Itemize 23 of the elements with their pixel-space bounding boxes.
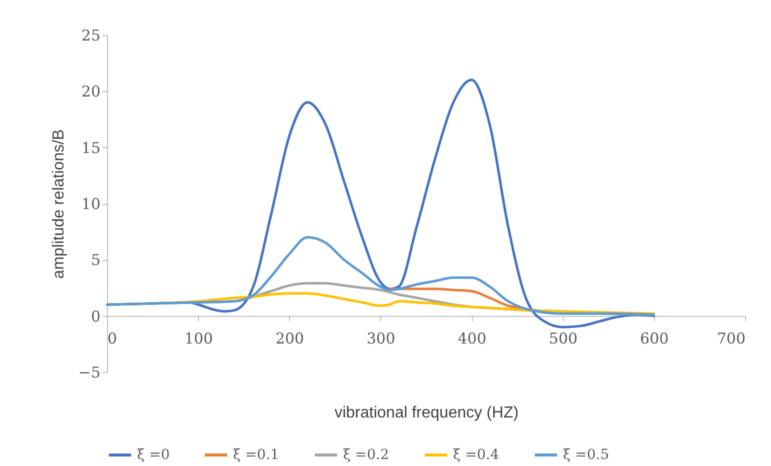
legend-label: ξ =0.1 <box>233 447 280 463</box>
y-tick-label: 10 <box>81 195 100 213</box>
y-tick-label: 15 <box>81 138 100 157</box>
line-series <box>106 236 656 316</box>
legend-label: ξ =0.5 <box>563 447 610 463</box>
y-tick-label: 20 <box>81 82 100 101</box>
y-tick-label: 0 <box>90 307 100 326</box>
y-tick-label: −5 <box>78 364 100 382</box>
legend-label: ξ =0.4 <box>453 447 500 463</box>
x-tick-label: 200 <box>275 329 304 348</box>
y-tick-label: 25 <box>81 26 100 44</box>
x-tick-label: 500 <box>548 329 578 348</box>
x-tick-label: 0 <box>108 329 118 348</box>
x-tick-label: 600 <box>640 329 669 348</box>
legend-label: ξ =0 <box>137 447 170 463</box>
x-tick-label: 700 <box>716 329 746 348</box>
y-axis-title: amplitude relations/B <box>50 129 68 279</box>
legend-label: ξ =0.2 <box>343 447 390 463</box>
x-tick-label: 400 <box>458 329 486 348</box>
y-tick-label: 5 <box>90 251 100 270</box>
x-axis-title: vibrational frequency (HZ) <box>334 404 519 422</box>
x-tick-label: 300 <box>366 329 396 348</box>
x-tick-label: 100 <box>184 329 213 348</box>
